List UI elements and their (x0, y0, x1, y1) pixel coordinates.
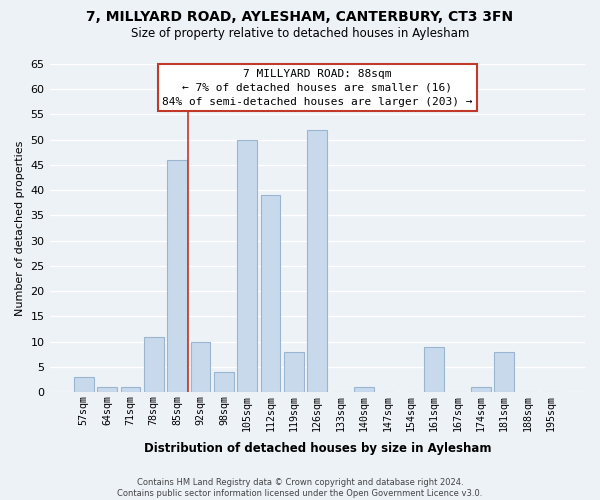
Bar (121, 387, 140, 392)
Bar (167, 160, 187, 392)
Bar (354, 387, 374, 392)
Text: Size of property relative to detached houses in Aylesham: Size of property relative to detached ho… (131, 28, 469, 40)
X-axis label: Distribution of detached houses by size in Aylesham: Distribution of detached houses by size … (143, 442, 491, 455)
Bar (144, 336, 164, 392)
Bar (471, 387, 491, 392)
Bar (238, 140, 257, 392)
Bar (214, 372, 234, 392)
Bar (74, 377, 94, 392)
Bar (97, 387, 117, 392)
Bar (191, 342, 211, 392)
Text: 7 MILLYARD ROAD: 88sqm
← 7% of detached houses are smaller (16)
84% of semi-deta: 7 MILLYARD ROAD: 88sqm ← 7% of detached … (162, 69, 473, 107)
Text: Contains HM Land Registry data © Crown copyright and database right 2024.
Contai: Contains HM Land Registry data © Crown c… (118, 478, 482, 498)
Y-axis label: Number of detached properties: Number of detached properties (15, 140, 25, 316)
Bar (307, 130, 327, 392)
Bar (494, 352, 514, 392)
Text: 7, MILLYARD ROAD, AYLESHAM, CANTERBURY, CT3 3FN: 7, MILLYARD ROAD, AYLESHAM, CANTERBURY, … (86, 10, 514, 24)
Bar (424, 346, 444, 392)
Bar (260, 195, 280, 392)
Bar (284, 352, 304, 392)
